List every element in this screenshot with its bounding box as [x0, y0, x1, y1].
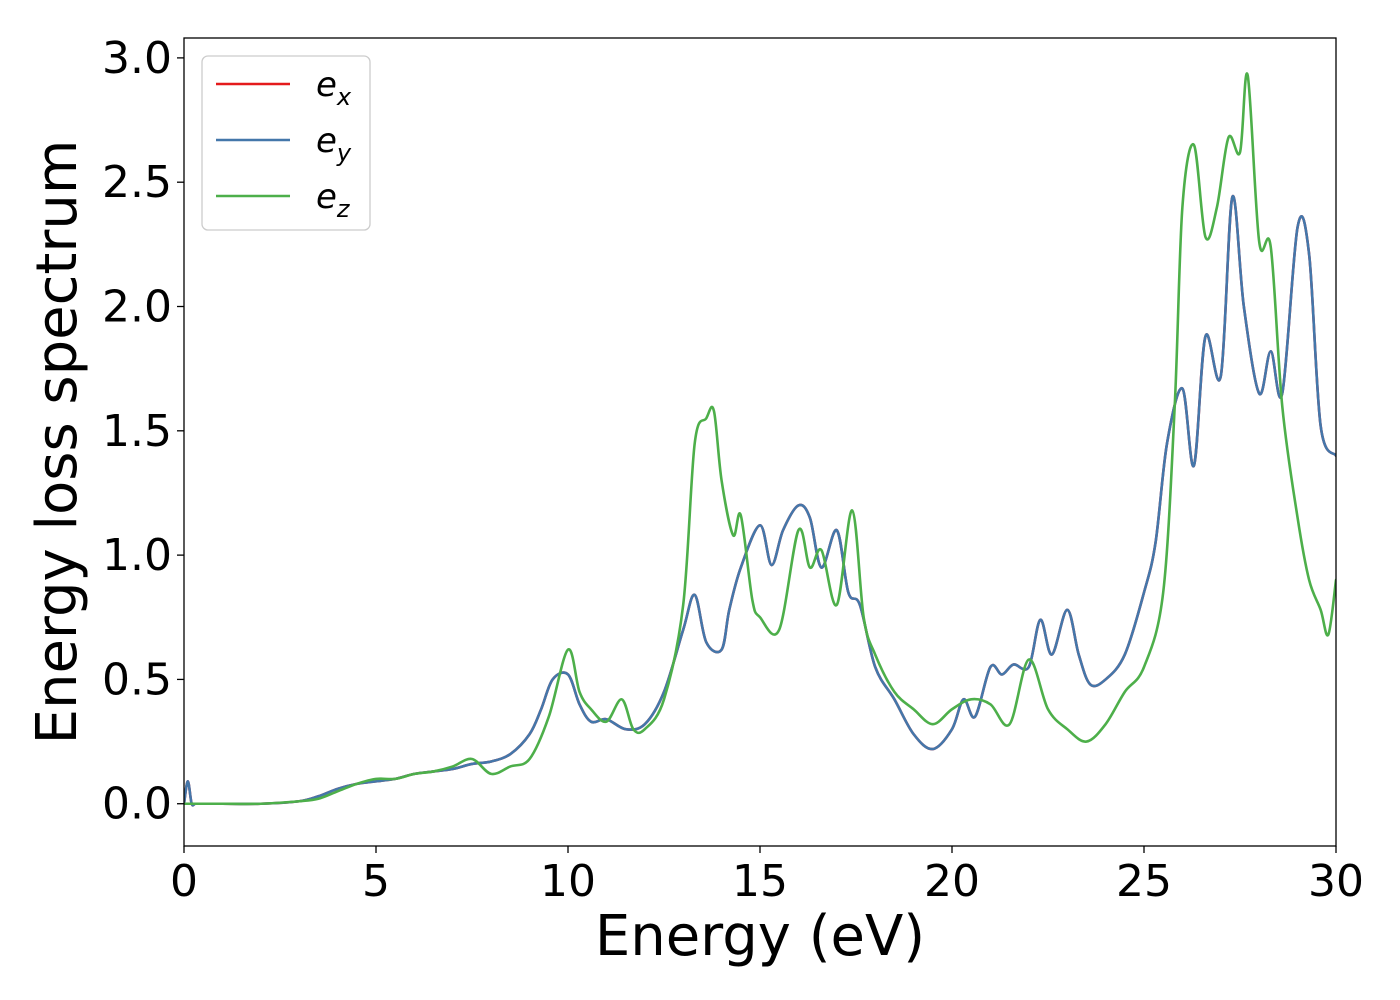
x-tick-label: 15 — [732, 856, 788, 907]
x-axis-title: Energy (eV) — [595, 904, 925, 969]
legend-label-x: ex — [316, 65, 352, 111]
x-axis: 0 5 10 15 20 25 30 — [170, 846, 1364, 907]
legend-label-base: e — [316, 121, 337, 161]
legend-label-base: e — [316, 177, 337, 217]
y-tick-label: 1.0 — [102, 530, 172, 581]
x-tick-label: 30 — [1308, 856, 1364, 907]
legend-box — [201, 55, 371, 231]
y-axis: 0.0 0.5 1.0 1.5 2.0 2.5 3.0 — [102, 33, 184, 830]
y-tick-label: 3.0 — [102, 33, 172, 84]
x-tick-label: 25 — [1116, 856, 1172, 907]
y-tick-label: 0.0 — [102, 779, 172, 830]
legend-label-subscript: y — [336, 139, 352, 167]
y-tick-label: 2.0 — [102, 282, 172, 333]
series-line-y — [184, 194, 1336, 807]
legend-label-subscript: z — [336, 195, 351, 223]
x-tick-label: 10 — [540, 856, 596, 907]
y-tick-label: 2.5 — [102, 157, 172, 208]
y-tick-label: 0.5 — [102, 654, 172, 705]
legend-label-z: ez — [316, 177, 351, 223]
series-line-z — [184, 72, 1336, 806]
legend-label-y: ey — [316, 121, 352, 167]
x-tick-label: 0 — [170, 856, 198, 907]
legend-label-base: e — [316, 65, 337, 105]
series-line-x — [184, 194, 1336, 807]
y-axis-title: Energy loss spectrum — [25, 140, 90, 745]
legend-label-subscript: x — [336, 83, 352, 111]
y-tick-label: 1.5 — [102, 406, 172, 457]
x-tick-label: 5 — [362, 856, 390, 907]
series-layer — [184, 72, 1336, 807]
x-tick-label: 20 — [924, 856, 980, 907]
